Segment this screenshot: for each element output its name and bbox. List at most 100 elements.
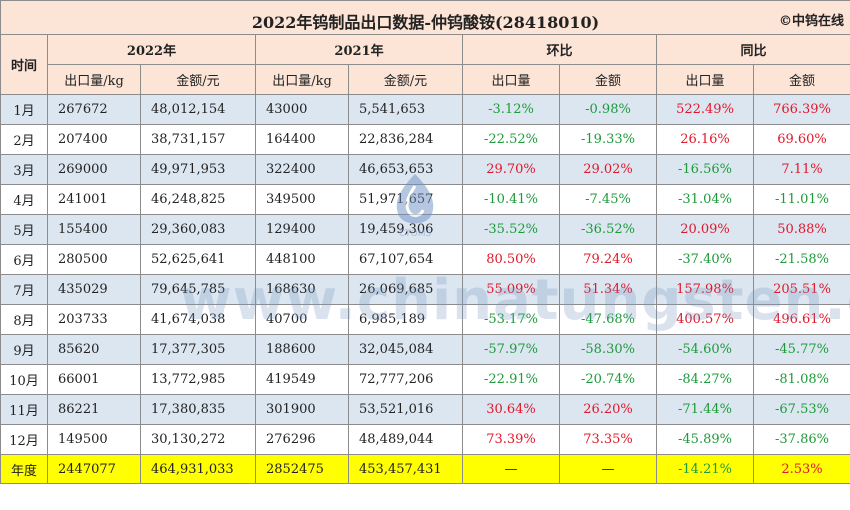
yoy-amt-cell: 69.60% xyxy=(752,124,850,155)
month-cell: 3月 xyxy=(0,154,48,185)
total-mom-qty: — xyxy=(462,454,560,484)
qty-2021-cell: 43000 xyxy=(255,94,349,125)
mom-qty-cell: -35.52% xyxy=(462,214,560,245)
mom-qty-cell: -10.41% xyxy=(462,184,560,215)
qty-2021-cell: 349500 xyxy=(255,184,349,215)
amt-2021-cell: 5,541,653 xyxy=(348,94,463,125)
amt-2022-cell: 29,360,083 xyxy=(140,214,256,245)
qty-2021-cell: 419549 xyxy=(255,364,349,395)
yoy-qty-cell: -45.89% xyxy=(656,424,754,455)
page-title: 2022年钨制品出口数据-仲钨酸铵(28418010) xyxy=(251,13,600,32)
time-header: 时间 xyxy=(0,34,48,95)
yoy-amt-cell: 50.88% xyxy=(752,214,850,245)
mom-amt-cell: -20.74% xyxy=(559,364,657,395)
qty-2021-header: 出口量/kg xyxy=(255,64,349,95)
qty-2022-cell: 66001 xyxy=(47,364,141,395)
brand-label: ©中钨在线 xyxy=(779,14,845,29)
yoy-amt-cell: -21.58% xyxy=(752,244,850,275)
table-row: 2月 207400 38,731,157 164400 22,836,284 -22.52… xyxy=(0,124,850,155)
total-qty-2021: 2852475 xyxy=(255,454,349,484)
qty-2022-cell: 267672 xyxy=(47,94,141,125)
mom-amt-header: 金额 xyxy=(559,64,657,95)
table-row: 10月 66001 13,772,985 419549 72,777,206 -22.91… xyxy=(0,364,850,395)
amt-2021-cell: 46,653,653 xyxy=(348,154,463,185)
mom-qty-cell: 30.64% xyxy=(462,394,560,425)
mom-qty-cell: 73.39% xyxy=(462,424,560,455)
table-row: 4月 241001 46,248,825 349500 51,971,657 -10.41… xyxy=(0,184,850,215)
qty-2022-cell: 86221 xyxy=(47,394,141,425)
amt-2022-cell: 41,674,038 xyxy=(140,304,256,335)
mom-amt-cell: 26.20% xyxy=(559,394,657,425)
table-row: 1月 267672 48,012,154 43000 5,541,653 -3.12% -0… xyxy=(0,94,850,125)
total-mom-amt: — xyxy=(559,454,657,484)
qty-2022-cell: 203733 xyxy=(47,304,141,335)
amt-2022-header: 金额/元 xyxy=(140,64,256,95)
yoy-header: 同比 xyxy=(655,34,850,65)
amt-2021-cell: 32,045,084 xyxy=(348,334,463,365)
qty-2022-cell: 280500 xyxy=(47,244,141,275)
amt-2021-cell: 51,971,657 xyxy=(348,184,463,215)
mom-amt-cell: -58.30% xyxy=(559,334,657,365)
mom-amt-cell: 29.02% xyxy=(559,154,657,185)
amt-2021-cell: 19,459,306 xyxy=(348,214,463,245)
qty-2021-cell: 276296 xyxy=(255,424,349,455)
yoy-qty-cell: -31.04% xyxy=(656,184,754,215)
yoy-amt-cell: -37.86% xyxy=(752,424,850,455)
mom-qty-cell: -22.91% xyxy=(462,364,560,395)
total-qty-2022: 2447077 xyxy=(47,454,141,484)
month-cell: 6月 xyxy=(0,244,48,275)
amt-2022-cell: 46,248,825 xyxy=(140,184,256,215)
qty-2022-cell: 435029 xyxy=(47,274,141,305)
mom-qty-cell: 80.50% xyxy=(462,244,560,275)
mom-amt-cell: -0.98% xyxy=(559,94,657,125)
mom-amt-cell: 79.24% xyxy=(559,244,657,275)
yoy-qty-cell: -54.60% xyxy=(656,334,754,365)
total-amt-2022: 464,931,033 xyxy=(140,454,256,484)
month-cell: 4月 xyxy=(0,184,48,215)
mom-qty-header: 出口量 xyxy=(462,64,560,95)
qty-2021-cell: 129400 xyxy=(255,214,349,245)
month-cell: 1月 xyxy=(0,94,48,125)
mom-amt-cell: 51.34% xyxy=(559,274,657,305)
mom-amt-cell: 73.35% xyxy=(559,424,657,455)
month-cell: 11月 xyxy=(0,394,48,425)
amt-2021-cell: 67,107,654 xyxy=(348,244,463,275)
table-row: 9月 85620 17,377,305 188600 32,045,084 -57.97%… xyxy=(0,334,850,365)
month-cell: 5月 xyxy=(0,214,48,245)
amt-2022-cell: 38,731,157 xyxy=(140,124,256,155)
yoy-qty-cell: -71.44% xyxy=(656,394,754,425)
table-row: 5月 155400 29,360,083 129400 19,459,306 -35.52… xyxy=(0,214,850,245)
qty-2021-cell: 168630 xyxy=(255,274,349,305)
amt-2022-cell: 52,625,641 xyxy=(140,244,256,275)
amt-2021-cell: 6,985,189 xyxy=(348,304,463,335)
table-body: 1月 267672 48,012,154 43000 5,541,653 -3.12% -0… xyxy=(0,94,850,455)
amt-2022-cell: 79,645,785 xyxy=(140,274,256,305)
qty-2021-cell: 301900 xyxy=(255,394,349,425)
yoy-amt-cell: -45.77% xyxy=(752,334,850,365)
mom-amt-cell: -47.68% xyxy=(559,304,657,335)
yoy-qty-cell: 157.98% xyxy=(656,274,754,305)
mom-qty-cell: -57.97% xyxy=(462,334,560,365)
total-row: 年度 2447077 464,931,033 2852475 453,457,4… xyxy=(0,454,850,484)
qty-2022-cell: 269000 xyxy=(47,154,141,185)
header-row-1: 时间 2022年 2021年 环比 同比 xyxy=(0,34,850,95)
qty-2021-cell: 40700 xyxy=(255,304,349,335)
yoy-qty-cell: -16.56% xyxy=(656,154,754,185)
qty-2022-cell: 207400 xyxy=(47,124,141,155)
yoy-qty-cell: 522.49% xyxy=(656,94,754,125)
amt-2022-cell: 48,012,154 xyxy=(140,94,256,125)
yoy-qty-cell: 400.57% xyxy=(656,304,754,335)
amt-2022-cell: 17,377,305 xyxy=(140,334,256,365)
yoy-qty-header: 出口量 xyxy=(656,64,754,95)
title-row: 2022年钨制品出口数据-仲钨酸铵(28418010) ©中钨在线 xyxy=(0,0,850,35)
mom-qty-cell: -53.17% xyxy=(462,304,560,335)
total-yoy-amt: 2.53% xyxy=(752,454,850,484)
yoy-amt-cell: -67.53% xyxy=(752,394,850,425)
qty-2022-cell: 155400 xyxy=(47,214,141,245)
yoy-qty-cell: -37.40% xyxy=(656,244,754,275)
mom-amt-cell: -7.45% xyxy=(559,184,657,215)
yoy-qty-cell: 26.16% xyxy=(656,124,754,155)
total-yoy-qty: -14.21% xyxy=(656,454,754,484)
qty-2021-cell: 188600 xyxy=(255,334,349,365)
qty-2022-cell: 149500 xyxy=(47,424,141,455)
